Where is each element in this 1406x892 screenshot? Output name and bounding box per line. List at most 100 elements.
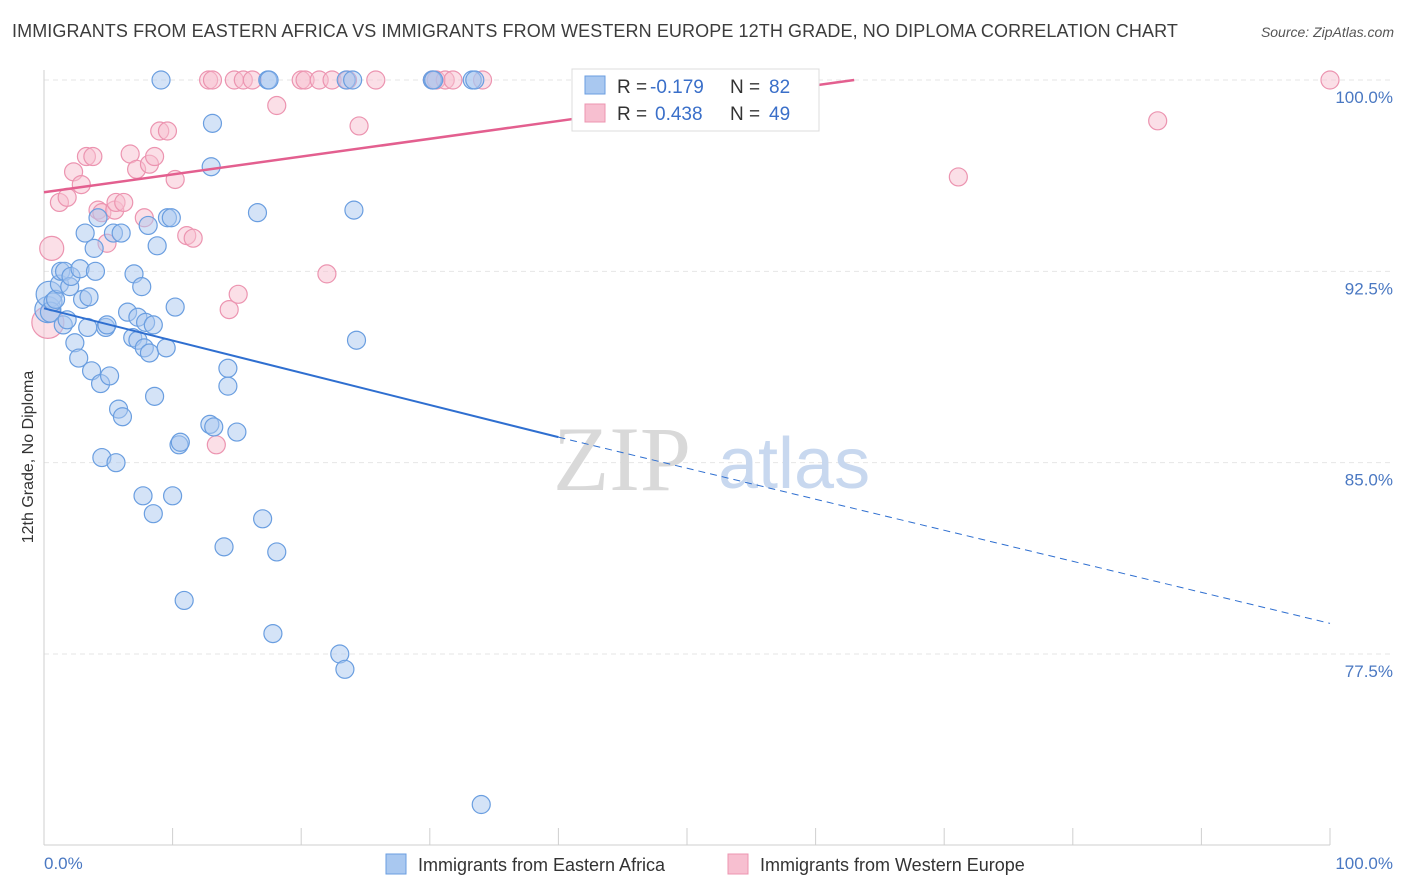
pink-point-49 [1320, 70, 1340, 90]
blue-point-21 [85, 261, 106, 281]
watermark: ZIP atlas [553, 408, 870, 510]
stats-swatch-pink [584, 103, 606, 123]
stats-r-value-pink: 0.438 [655, 104, 703, 125]
stats-n-label-pink: N = [730, 104, 760, 125]
pink-point-32 [267, 95, 287, 116]
blue-point-22 [88, 208, 108, 228]
y-tick-label-0: 77.5% [1345, 662, 1393, 681]
stats-r-label-blue: R = [617, 77, 647, 98]
blue-point-75 [344, 200, 364, 220]
blue-point-66 [253, 509, 273, 529]
blue-point-27 [99, 366, 120, 386]
legend-swatch-pink [727, 853, 749, 875]
blue-point-32 [112, 407, 133, 427]
blue-point-48 [151, 70, 171, 90]
blue-point-49 [156, 338, 176, 358]
blue-point-60 [204, 417, 224, 437]
y-tick-label-3: 100.0% [1335, 88, 1393, 107]
blue-point-46 [144, 386, 165, 406]
pink-point-20 [157, 121, 178, 141]
pink-point-39 [349, 116, 369, 136]
x-tick-label-min: 0.0% [44, 854, 83, 873]
y-tick-label-1: 85.0% [1345, 471, 1393, 490]
x-axis-ticks [43, 828, 1331, 845]
pink-point-1 [39, 235, 65, 261]
blue-point-78 [424, 70, 444, 90]
stats-n-value-pink: 49 [769, 104, 790, 125]
pink-point-23 [183, 228, 203, 248]
stats-n-value-blue: 82 [769, 77, 790, 98]
watermark-zip: ZIP [553, 408, 691, 510]
pink-point-36 [317, 264, 337, 284]
blue-point-76 [346, 330, 367, 350]
blue-point-53 [165, 297, 185, 317]
blue-trend-line [43, 307, 559, 439]
stats-swatch-blue [584, 75, 606, 95]
stats-n-label-blue: N = [730, 77, 760, 98]
y-tick-labels: 77.5% 85.0% 92.5% 100.0% [1335, 88, 1393, 681]
blue-point-20 [84, 238, 104, 258]
x-tick-label-max: 100.0% [1335, 854, 1393, 873]
blue-point-56 [174, 590, 194, 611]
stats-r-label-pink: R = [617, 104, 647, 125]
legend: Immigrants from Eastern Africa Immigrant… [385, 853, 1025, 875]
blue-point-55 [170, 432, 190, 452]
blue-point-68 [259, 70, 279, 90]
blue-point-72 [335, 659, 355, 679]
source-label: Source: ZipAtlas.com [1260, 24, 1394, 40]
stats-box-frame [571, 68, 820, 132]
pink-point-40 [366, 70, 386, 90]
stats-box: R = -0.179 N = 82 R = 0.438 N = 49 [571, 68, 820, 132]
blue-point-81 [471, 794, 491, 815]
blue-trend-line-dashed [558, 436, 1331, 624]
pink-point-5 [71, 174, 91, 195]
chart-title: IMMIGRANTS FROM EASTERN AFRICA VS IMMIGR… [12, 21, 1178, 41]
pink-point-27 [219, 300, 239, 320]
pink-point-48 [1148, 111, 1168, 131]
y-tick-label-2: 92.5% [1345, 279, 1393, 298]
pink-point-13 [114, 192, 134, 213]
trend-lines [43, 78, 1331, 624]
blue-point-59 [202, 113, 223, 133]
blue-point-65 [247, 203, 268, 223]
blue-point-16 [75, 223, 95, 243]
blue-point-74 [343, 70, 363, 90]
legend-label-blue: Immigrants from Eastern Africa [418, 855, 666, 875]
pink-point-26 [206, 435, 226, 455]
blue-point-13 [69, 348, 89, 368]
blue-point-39 [133, 486, 153, 506]
legend-swatch-blue [385, 853, 407, 875]
pink-point-44 [443, 70, 463, 90]
pink-point-25 [202, 70, 223, 90]
blue-point-47 [147, 236, 167, 256]
blue-point-70 [267, 542, 287, 562]
pink-point-7 [83, 146, 103, 167]
blue-point-61 [214, 537, 234, 557]
axes [43, 70, 1331, 846]
blue-point-42 [138, 215, 158, 236]
blue-point-62 [218, 358, 238, 378]
blue-point-29 [106, 453, 126, 473]
blue-point-80 [465, 70, 485, 90]
blue-point-43 [139, 343, 160, 363]
stats-r-value-blue: -0.179 [650, 77, 704, 98]
eastern-africa-points [34, 70, 491, 815]
blue-point-63 [218, 376, 238, 396]
blue-point-64 [227, 422, 247, 442]
blue-point-51 [161, 208, 181, 228]
blue-point-31 [111, 223, 131, 243]
blue-point-45 [143, 315, 163, 335]
pink-point-29 [228, 284, 248, 304]
blue-point-52 [163, 486, 183, 506]
y-axis-label: 12th Grade, No Diploma [20, 371, 37, 544]
blue-point-38 [132, 277, 152, 297]
pink-point-47 [948, 167, 968, 187]
blue-point-69 [263, 623, 283, 644]
blue-point-18 [79, 287, 99, 307]
pink-point-18 [144, 146, 165, 167]
blue-point-58 [201, 157, 221, 177]
blue-point-44 [143, 504, 163, 524]
legend-label-pink: Immigrants from Western Europe [760, 855, 1025, 875]
watermark-atlas: atlas [718, 424, 870, 504]
